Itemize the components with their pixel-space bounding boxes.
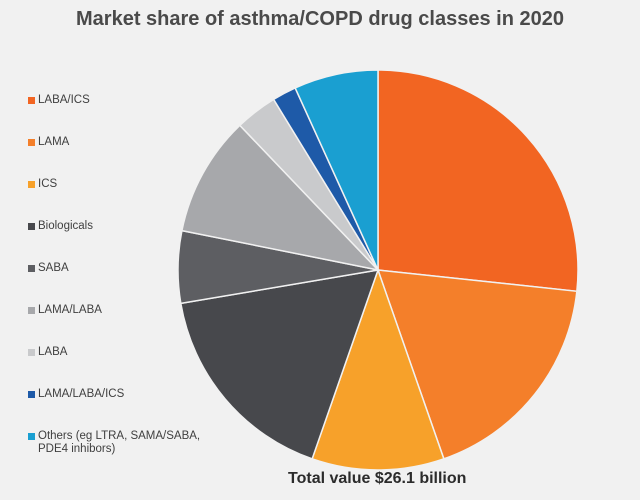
legend-label: LAMA/LABA <box>38 304 102 316</box>
legend-swatch <box>28 97 35 104</box>
legend-item-laba: LABA <box>28 346 67 359</box>
legend-label: ICS <box>38 178 58 190</box>
legend-label: SABA <box>38 262 69 274</box>
pie-slice-lama-laba <box>181 124 381 272</box>
legend-swatch <box>28 265 35 272</box>
legend-swatch <box>28 181 35 188</box>
pie-slice-ics <box>311 267 445 471</box>
pie-slice-others <box>294 69 379 271</box>
legend-item-others: Others (eg LTRA, SAMA/SABA, PDE4 inhibor… <box>28 430 200 456</box>
legend-item-lama-laba-ics: LAMA/LABA/ICS <box>28 388 124 401</box>
legend-item-lama: LAMA <box>28 136 69 149</box>
pie-slice-laba-ics <box>377 69 579 293</box>
legend-item-saba: SABA <box>28 262 69 275</box>
chart-title: Market share of asthma/COPD drug classes… <box>76 8 564 30</box>
legend-label: LAMA <box>38 136 70 148</box>
pie-slice-biologicals <box>179 269 380 460</box>
legend-swatch <box>28 223 35 230</box>
legend-swatch <box>28 307 35 314</box>
legend-item-lama-laba: LAMA/LABA <box>28 304 102 317</box>
legend-label: LABA/ICS <box>38 94 90 106</box>
legend-item-biologicals: Biologicals <box>28 220 93 233</box>
total-value-label: Total value $26.1 billion <box>288 470 467 487</box>
legend-item-ics: ICS <box>28 178 57 191</box>
legend-swatch <box>28 349 35 356</box>
legend-label: Biologicals <box>38 220 93 232</box>
legend-label: LAMA/LABA/ICS <box>38 388 125 400</box>
legend-label: Others (eg LTRA, SAMA/SABA, PDE4 inhibor… <box>38 430 201 455</box>
legend-swatch <box>28 433 35 440</box>
legend-swatch <box>28 139 35 146</box>
legend-swatch <box>28 391 35 398</box>
legend-label: LABA <box>38 346 68 358</box>
legend-item-laba-ics: LABA/ICS <box>28 94 90 107</box>
